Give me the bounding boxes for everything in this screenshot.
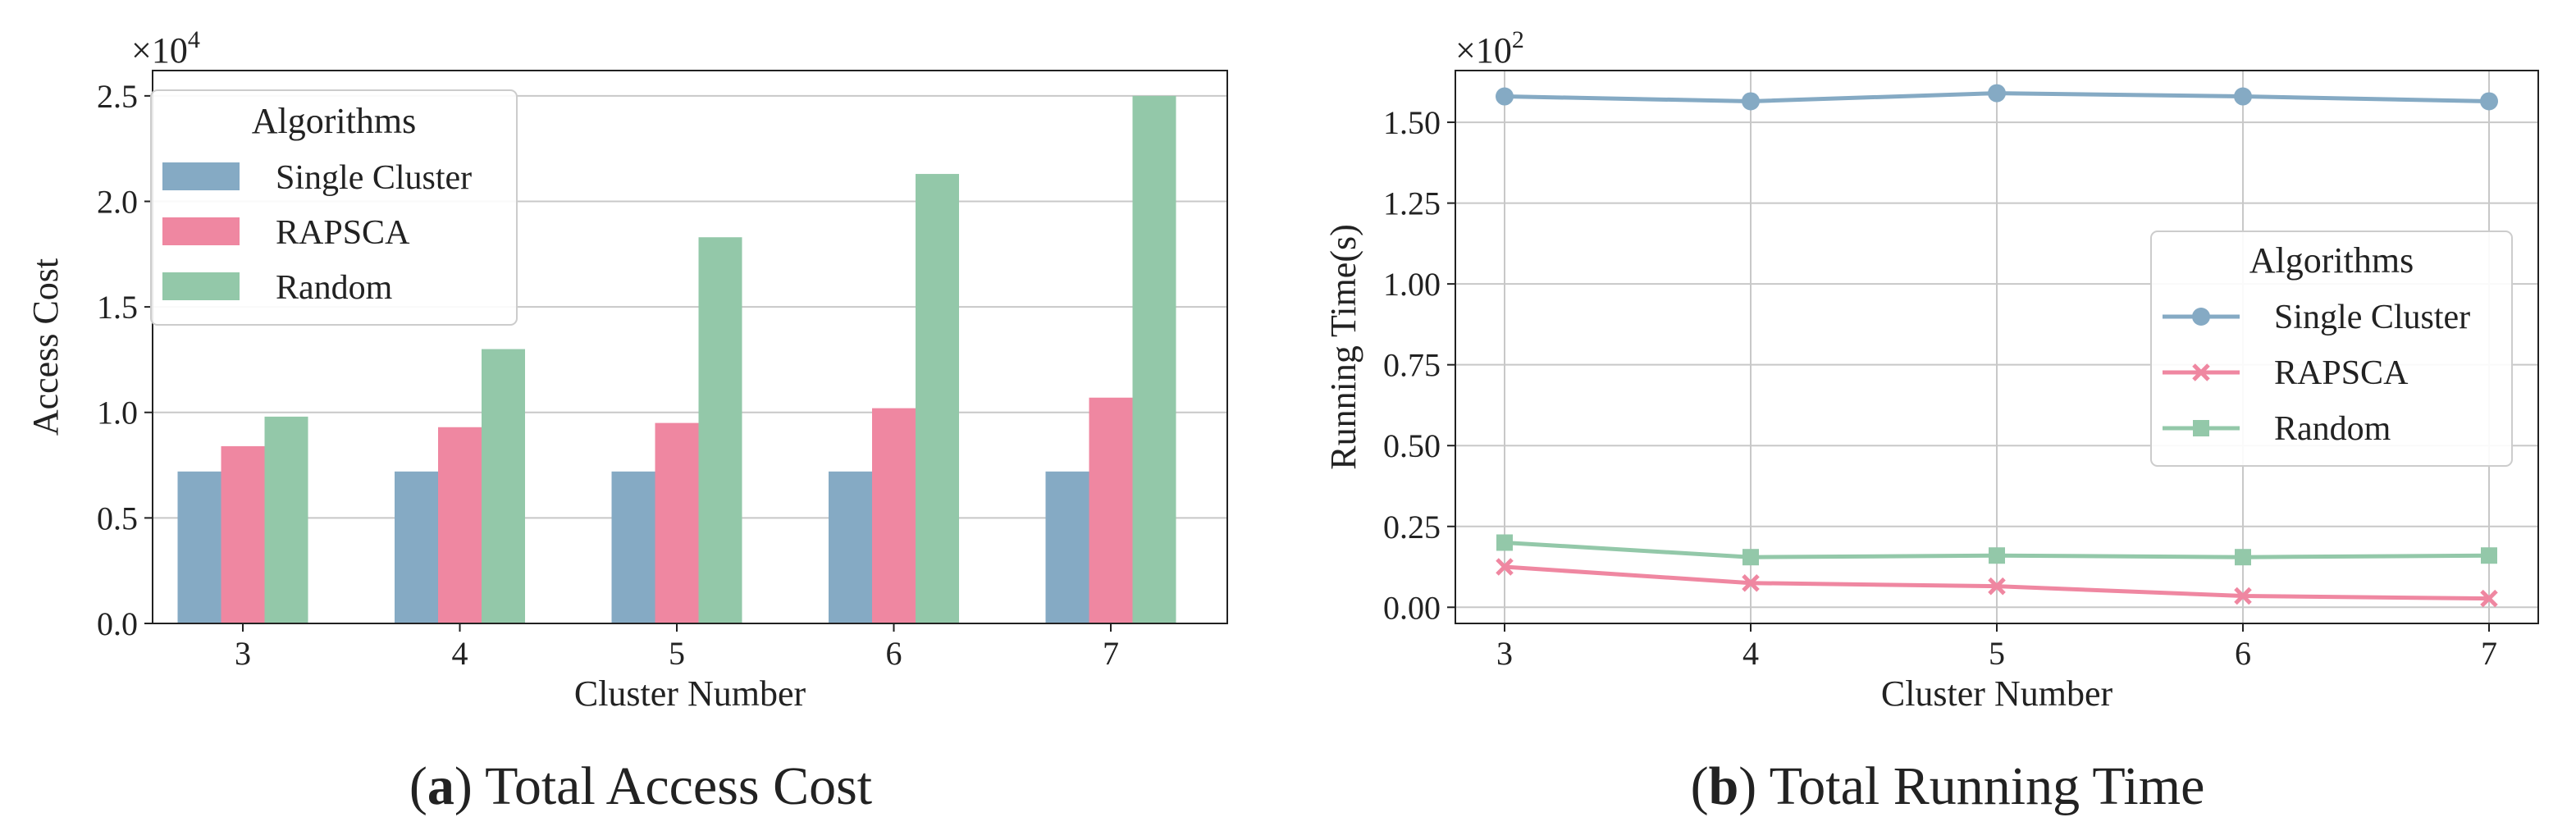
b-legend-box <box>2150 231 2513 467</box>
a-y-ticks: 0.0 0.5 1.0 1.5 2.0 2.5 <box>97 78 153 642</box>
b-point-rapsca-4 <box>1742 573 1760 592</box>
a-x-ticks: 3 4 5 6 7 <box>235 623 1119 672</box>
b-x-ticks: 3 4 5 6 7 <box>1496 623 2497 672</box>
a-y-tick-label: 2.5 <box>97 78 138 115</box>
a-bar-random-7 <box>1132 95 1176 623</box>
a-bar-single-cluster-4 <box>395 471 438 623</box>
b-legend-title: Algorithms <box>2249 240 2414 281</box>
b-legend-label: Random <box>2274 410 2391 448</box>
a-bar-single-cluster-3 <box>177 471 222 623</box>
a-bar-rapsca-5 <box>655 422 699 623</box>
b-point-rapsca-3 <box>1496 558 1514 576</box>
a-y-tick-label: 0.0 <box>97 605 138 642</box>
b-y-axis-label: Running Time(s) <box>1323 224 1363 470</box>
b-point-rapsca-5 <box>1988 577 2006 596</box>
a-plot-frame <box>152 70 1228 624</box>
a-y-multiplier: ×104 <box>131 26 200 71</box>
a-bar-single-cluster-6 <box>829 471 872 623</box>
panel-access-cost: 0.0 0.5 1.0 1.5 2.0 2.5 3 4 5 6 7 ×104 Cluster Nu… <box>25 26 1228 816</box>
b-lines <box>1496 84 2498 608</box>
a-x-tick-label: 7 <box>1103 635 1119 672</box>
b-x-tick-label: 6 <box>2235 635 2251 672</box>
b-point-random-7 <box>2481 547 2497 564</box>
a-bar-random-5 <box>698 237 742 623</box>
a-legend-label: RAPSCA <box>276 214 410 252</box>
a-bars <box>177 95 1176 623</box>
b-x-tick-label: 7 <box>2481 635 2497 672</box>
b-y-tick-label: 0.00 <box>1383 589 1441 626</box>
b-y-multiplier: ×102 <box>1455 26 1524 71</box>
a-x-tick-label: 6 <box>886 635 902 672</box>
a-y-tick-label: 1.0 <box>97 395 138 431</box>
a-legend-label: Single Cluster <box>276 159 472 197</box>
a-x-axis-label: Cluster Number <box>574 673 806 714</box>
a-bar-rapsca-6 <box>872 408 916 623</box>
b-point-single-cluster-5 <box>1988 84 2006 103</box>
a-legend-swatch <box>162 272 240 300</box>
a-bar-rapsca-3 <box>221 445 265 623</box>
b-legend-label: RAPSCA <box>2274 354 2409 392</box>
b-y-tick-label: 0.75 <box>1383 347 1441 384</box>
b-legend-marker <box>2192 363 2210 381</box>
a-bar-rapsca-7 <box>1089 397 1133 623</box>
b-y-tick-label: 1.25 <box>1383 185 1441 222</box>
a-legend-title: Algorithms <box>252 101 416 141</box>
a-bar-random-6 <box>916 174 959 623</box>
b-y-tick-label: 1.50 <box>1383 104 1441 141</box>
b-x-axis-label: Cluster Number <box>1881 673 2113 714</box>
a-legend: Algorithms Single Cluster RAPSCA Random <box>150 89 518 326</box>
b-y-tick-label: 1.00 <box>1383 266 1441 303</box>
b-y-tick-label: 0.50 <box>1383 427 1441 464</box>
b-point-single-cluster-4 <box>1742 92 1760 111</box>
b-legend-marker <box>2192 308 2210 326</box>
b-caption: (b) Total Running Time <box>1691 756 2205 816</box>
b-point-random-4 <box>1742 549 1759 566</box>
a-y-axis-label: Access Cost <box>25 258 66 436</box>
a-caption: (a) Total Access Cost <box>409 756 872 816</box>
a-x-tick-label: 3 <box>235 635 251 672</box>
a-legend-swatch <box>162 162 240 190</box>
b-y-tick-label: 0.25 <box>1383 509 1441 546</box>
a-y-tick-label: 1.5 <box>97 289 138 326</box>
b-point-single-cluster-7 <box>2480 92 2498 111</box>
b-legend: Algorithms Single Cluster RAPSCA Random <box>2150 231 2513 467</box>
b-point-rapsca-7 <box>2480 589 2498 608</box>
b-point-random-3 <box>1496 534 1513 551</box>
a-bar-random-4 <box>482 349 525 623</box>
a-y-tick-label: 0.5 <box>97 500 138 536</box>
a-bar-single-cluster-7 <box>1045 471 1089 623</box>
b-point-single-cluster-3 <box>1496 87 1514 106</box>
a-y-tick-label: 2.0 <box>97 183 138 220</box>
b-point-random-6 <box>2235 549 2251 566</box>
b-legend-marker <box>2193 420 2209 436</box>
b-point-rapsca-6 <box>2234 587 2252 605</box>
b-x-tick-label: 4 <box>1742 635 1759 672</box>
b-x-tick-label: 5 <box>1989 635 2005 672</box>
b-y-ticks: 0.00 0.25 0.50 0.75 1.00 1.25 1.50 <box>1383 104 1455 626</box>
a-legend-label: Random <box>276 269 393 307</box>
b-point-single-cluster-6 <box>2234 87 2252 106</box>
a-bar-rapsca-4 <box>438 427 482 623</box>
a-x-tick-label: 5 <box>669 635 685 672</box>
a-bar-single-cluster-5 <box>611 471 655 623</box>
b-legend-label: Single Cluster <box>2274 299 2470 336</box>
a-legend-swatch <box>162 217 240 245</box>
a-x-tick-label: 4 <box>452 635 468 672</box>
b-x-tick-label: 3 <box>1496 635 1513 672</box>
a-legend-box <box>150 89 518 326</box>
b-point-random-5 <box>1989 547 2005 564</box>
a-bar-random-3 <box>264 416 308 623</box>
